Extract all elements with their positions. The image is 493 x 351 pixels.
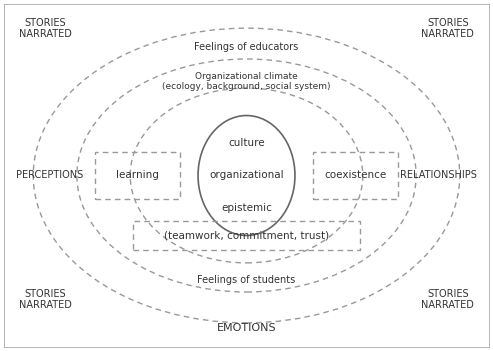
Bar	[313, 152, 398, 199]
Text: culture: culture	[228, 138, 265, 148]
Text: STORIES
NARRATED: STORIES NARRATED	[19, 18, 71, 39]
Text: Feelings of educators: Feelings of educators	[194, 42, 299, 52]
Text: STORIES
NARRATED: STORIES NARRATED	[422, 18, 474, 39]
Text: PERCEPTIONS: PERCEPTIONS	[16, 171, 83, 180]
Text: Organizational climate
(ecology, background, social system): Organizational climate (ecology, backgro…	[162, 72, 331, 91]
Text: learning: learning	[116, 171, 159, 180]
Text: organizational: organizational	[209, 171, 284, 180]
Text: Feelings of students: Feelings of students	[197, 275, 296, 285]
Text: RELATIONSHIPS: RELATIONSHIPS	[400, 171, 477, 180]
Bar	[133, 221, 360, 250]
Text: epistemic: epistemic	[221, 203, 272, 213]
Text: EMOTIONS: EMOTIONS	[217, 323, 276, 333]
Text: (teamwork, commitment, trust): (teamwork, commitment, trust)	[164, 231, 329, 240]
Text: STORIES
NARRATED: STORIES NARRATED	[19, 289, 71, 310]
Bar	[95, 152, 180, 199]
Text: coexistence: coexistence	[324, 171, 387, 180]
Text: STORIES
NARRATED: STORIES NARRATED	[422, 289, 474, 310]
